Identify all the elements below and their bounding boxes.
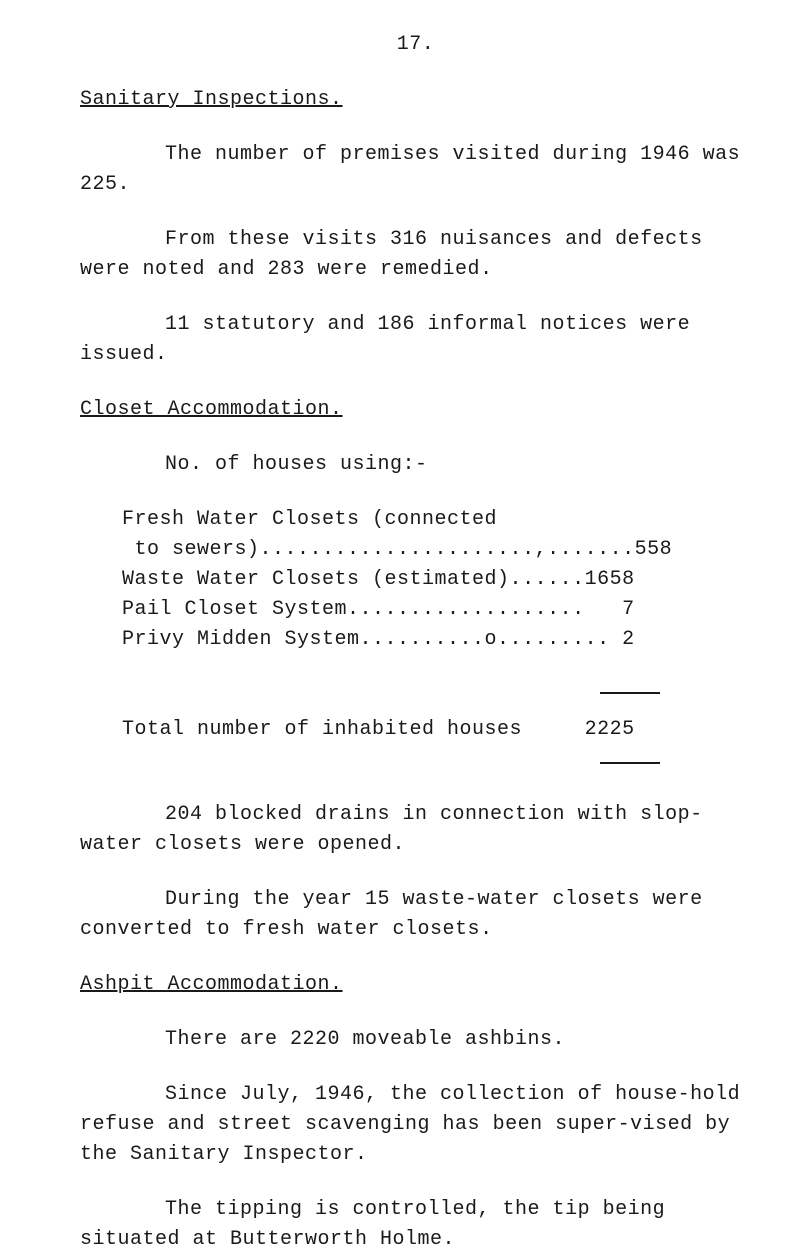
paragraph-notices: 11 statutory and 186 informal notices we… — [80, 310, 751, 370]
list-item-privy: Privy Midden System..........o......... … — [122, 625, 751, 655]
page-number: 17. — [80, 30, 751, 60]
paragraph-premises: The number of premises visited during 19… — [80, 140, 751, 200]
sub-heading-ashpit: Ashpit Accommodation. — [80, 970, 751, 1000]
paragraph-tipping: The tipping is controlled, the tip being… — [80, 1195, 751, 1255]
paragraph-refuse: Since July, 1946, the collection of hous… — [80, 1080, 751, 1170]
list-item-waste: Waste Water Closets (estimated)......165… — [122, 565, 751, 595]
paragraph-houses-using: No. of houses using:- — [80, 450, 751, 480]
section-heading-sanitary: Sanitary Inspections. — [80, 85, 751, 115]
total-line: Total number of inhabited houses 2225 — [122, 715, 751, 745]
paragraph-ashbins: There are 2220 moveable ashbins. — [80, 1025, 751, 1055]
paragraph-blocked-drains: 204 blocked drains in connection with sl… — [80, 800, 751, 860]
paragraph-converted: During the year 15 waste-water closets w… — [80, 885, 751, 945]
list-item-fresh: Fresh Water Closets (connected — [122, 505, 751, 535]
paragraph-visits: From these visits 316 nuisances and defe… — [80, 225, 751, 285]
list-item-pail: Pail Closet System................... 7 — [122, 595, 751, 625]
divider-line-top — [600, 692, 660, 694]
sub-heading-closet: Closet Accommodation. — [80, 395, 751, 425]
divider-line-bottom — [600, 762, 660, 764]
closet-list: Fresh Water Closets (connected to sewers… — [122, 505, 751, 655]
list-item-sewers: to sewers)......................,.......… — [122, 535, 751, 565]
